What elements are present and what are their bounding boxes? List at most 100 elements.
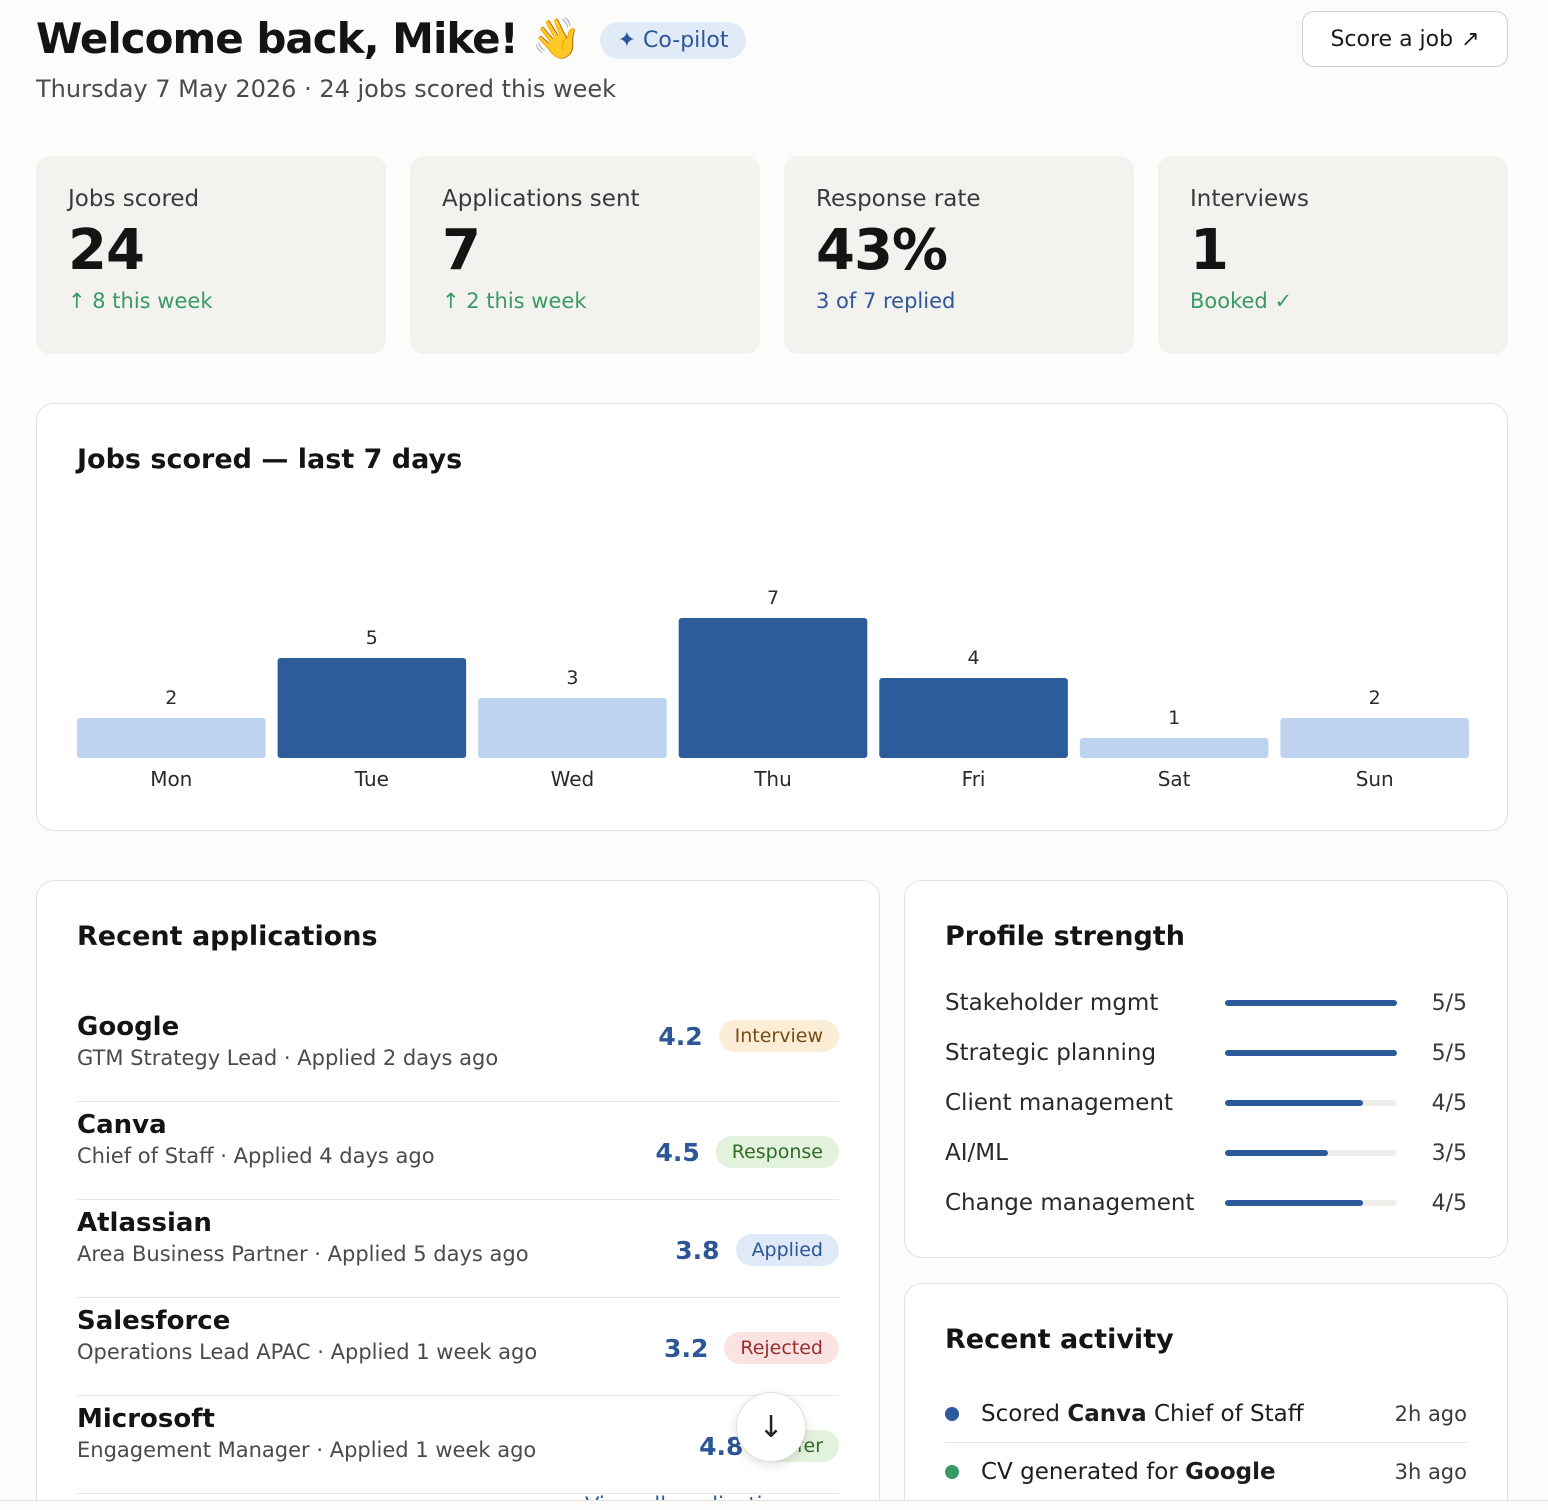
application-right: 3.8 Applied <box>675 1234 839 1266</box>
bar-sat <box>1079 738 1269 758</box>
application-company: Salesforce <box>77 1306 231 1336</box>
application-right: 3.2 Rejected <box>664 1332 839 1364</box>
skill-name: Strategic planning <box>945 1040 1157 1066</box>
application-company: Atlassian <box>77 1208 212 1238</box>
skill-bar <box>1225 1200 1397 1206</box>
score-a-job-label: Score a job <box>1330 26 1454 52</box>
activity-time: 2h ago <box>1394 1401 1467 1426</box>
bar-value-label: 2 <box>165 687 177 709</box>
stat-card-interviews: Interviews 1 Booked ✓ <box>1158 156 1508 354</box>
status-badge: Applied <box>735 1234 839 1266</box>
wave-emoji-icon: 👋 <box>531 16 582 62</box>
skill-name: Change management <box>945 1190 1195 1216</box>
application-score: 3.2 <box>664 1333 709 1363</box>
score-a-job-button[interactable]: Score a job ↗ <box>1302 11 1508 67</box>
chart-title: Jobs scored — last 7 days <box>77 444 463 475</box>
category-label: Wed <box>551 767 595 791</box>
external-arrow-icon: ↗ <box>1461 26 1480 52</box>
applications-list: Google GTM Strategy Lead · Applied 2 day… <box>77 994 839 1494</box>
page-header: Welcome back, Mike! 👋 ✦ Co-pilot Thursda… <box>36 11 1508 114</box>
scroll-down-button[interactable]: ↓ <box>736 1392 806 1462</box>
application-company: Microsoft <box>77 1404 215 1434</box>
recent-applications-card: Recent applications Google GTM Strategy … <box>36 880 880 1510</box>
status-badge: Rejected <box>724 1332 839 1364</box>
stat-value: 7 <box>442 218 481 283</box>
skill-bar <box>1225 1050 1397 1056</box>
bar-value-label: 3 <box>566 667 578 689</box>
application-score: 4.8 <box>699 1431 744 1461</box>
stat-value: 1 <box>1190 218 1229 283</box>
stat-card-applications-sent: Applications sent 7 ↑ 2 this week <box>410 156 760 354</box>
skill-bar-fill <box>1225 1000 1397 1006</box>
skill-bar <box>1225 1000 1397 1006</box>
activity-text: CV generated for Google <box>981 1459 1276 1485</box>
skill-score: 4/5 <box>1431 1190 1467 1216</box>
skill-row: Stakeholder mgmt 5/5 <box>945 978 1467 1028</box>
bar-value-label: 2 <box>1369 687 1381 709</box>
skill-name: Client management <box>945 1090 1173 1116</box>
skill-row: Change management 4/5 <box>945 1178 1467 1228</box>
status-badge: Interview <box>718 1020 839 1052</box>
copilot-badge: ✦ Co-pilot <box>599 22 747 59</box>
application-row[interactable]: Atlassian Area Business Partner · Applie… <box>77 1200 839 1298</box>
application-row[interactable]: Canva Chief of Staff · Applied 4 days ag… <box>77 1102 839 1200</box>
application-right: 4.2 Interview <box>658 1020 839 1052</box>
category-label: Tue <box>354 767 389 791</box>
application-score: 3.8 <box>675 1235 720 1265</box>
application-right: 4.5 Response <box>655 1136 839 1168</box>
stat-label: Response rate <box>816 186 981 212</box>
category-label: Sat <box>1158 767 1191 791</box>
stat-label: Jobs scored <box>68 186 200 212</box>
application-row[interactable]: Google GTM Strategy Lead · Applied 2 day… <box>77 994 839 1102</box>
bar-fri <box>879 678 1068 758</box>
application-meta: Area Business Partner · Applied 5 days a… <box>77 1242 529 1266</box>
bottom-divider <box>0 1500 1548 1510</box>
profile-strength-card: Profile strength Stakeholder mgmt 5/5 St… <box>904 880 1508 1258</box>
activity-title: Recent activity <box>945 1324 1174 1355</box>
bar-value-label: 5 <box>366 627 378 649</box>
profile-title: Profile strength <box>945 921 1185 952</box>
arrow-down-icon: ↓ <box>758 1409 784 1445</box>
application-row[interactable]: Salesforce Operations Lead APAC · Applie… <box>77 1298 839 1396</box>
skill-bar-fill <box>1225 1200 1363 1206</box>
stat-sub: ↑ 2 this week <box>442 289 587 313</box>
stat-value: 24 <box>68 218 145 283</box>
bar-value-label: 7 <box>767 587 779 609</box>
bar-mon <box>77 718 266 758</box>
activity-list: Scored Canva Chief of Staff 2h ago CV ge… <box>945 1385 1467 1501</box>
application-score: 4.2 <box>658 1021 703 1051</box>
green-dot-icon <box>945 1465 959 1479</box>
skill-bar <box>1225 1150 1397 1156</box>
activity-item: CV generated for Google 3h ago <box>945 1443 1467 1501</box>
skill-score: 3/5 <box>1431 1140 1467 1166</box>
skill-score: 5/5 <box>1431 1040 1467 1066</box>
application-meta: Chief of Staff · Applied 4 days ago <box>77 1144 435 1168</box>
jobs-scored-chart-card: Jobs scored — last 7 days 2 Mon 5 Tue 3 Wed 7 T… <box>36 403 1508 831</box>
application-meta: Operations Lead APAC · Applied 1 week ag… <box>77 1340 538 1364</box>
skill-row: Strategic planning 5/5 <box>945 1028 1467 1078</box>
category-label: Sun <box>1356 767 1394 791</box>
bar-thu <box>678 618 868 758</box>
stat-value: 43% <box>816 218 948 283</box>
category-label: Thu <box>753 767 792 791</box>
skill-name: AI/ML <box>945 1140 1008 1166</box>
status-badge: Response <box>715 1136 839 1168</box>
application-row[interactable]: Microsoft Engagement Manager · Applied 1… <box>77 1396 839 1494</box>
category-label: Fri <box>962 767 986 791</box>
blue-dot-icon <box>945 1406 959 1421</box>
skill-bar <box>1225 1100 1397 1106</box>
skill-score: 5/5 <box>1431 990 1467 1016</box>
application-meta: GTM Strategy Lead · Applied 2 days ago <box>77 1046 499 1070</box>
skill-bar-fill <box>1225 1100 1363 1106</box>
skill-row: AI/ML 3/5 <box>945 1128 1467 1178</box>
skill-name: Stakeholder mgmt <box>945 990 1159 1016</box>
stat-sub: 3 of 7 replied <box>816 289 956 313</box>
page-subtitle: Thursday 7 May 2026 · 24 jobs scored thi… <box>36 75 617 103</box>
stat-sub: Booked ✓ <box>1190 289 1293 313</box>
application-score: 4.5 <box>655 1137 700 1167</box>
bar-wed <box>478 698 667 758</box>
activity-time: 3h ago <box>1394 1460 1467 1484</box>
application-company: Canva <box>77 1110 167 1140</box>
application-meta: Engagement Manager · Applied 1 week ago <box>77 1438 537 1462</box>
stat-label: Interviews <box>1190 186 1309 212</box>
